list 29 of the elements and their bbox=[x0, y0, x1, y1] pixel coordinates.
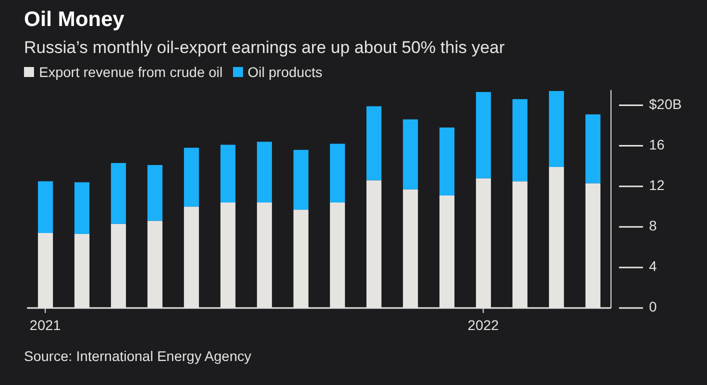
legend-label: Oil products bbox=[246, 64, 322, 80]
bar bbox=[330, 144, 345, 203]
y-tick-label: 0 bbox=[649, 298, 657, 315]
bar bbox=[402, 119, 418, 190]
bar bbox=[256, 142, 272, 203]
chart-subtitle: Russia’s monthly oil-export earnings are up about 50% this year bbox=[24, 38, 506, 58]
chart-title: Oil Money bbox=[24, 8, 126, 32]
bar bbox=[184, 148, 199, 207]
bar bbox=[512, 99, 528, 182]
y-tick-label: 4 bbox=[649, 258, 657, 274]
y-tick-label: 8 bbox=[649, 218, 657, 234]
bar bbox=[585, 114, 600, 184]
source-note: Source: International Energy Agency bbox=[24, 348, 252, 364]
bar bbox=[366, 106, 382, 180]
y-tick-label: 16 bbox=[649, 136, 665, 152]
legend-label: Export revenue from crude oil bbox=[38, 64, 223, 80]
bar bbox=[548, 91, 564, 168]
bar bbox=[476, 92, 491, 178]
bar bbox=[439, 128, 454, 196]
bar bbox=[147, 165, 162, 221]
y-tick-label: 12 bbox=[649, 177, 665, 194]
x-tick-label: 2021 bbox=[30, 317, 62, 333]
bar bbox=[293, 150, 308, 210]
bar bbox=[110, 163, 126, 224]
bar bbox=[74, 182, 90, 234]
x-tick-label: 2022 bbox=[468, 317, 500, 333]
bar bbox=[38, 181, 53, 233]
y-tick-label: $20B bbox=[649, 96, 682, 112]
bar bbox=[220, 144, 236, 203]
